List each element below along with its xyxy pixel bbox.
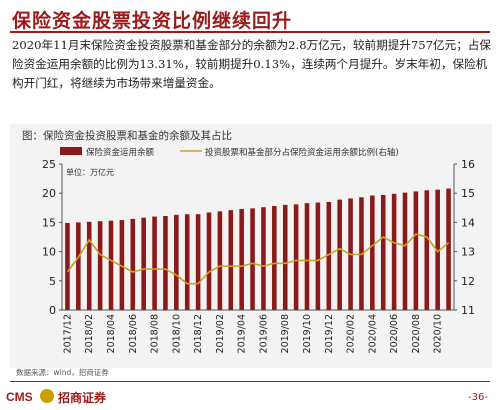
bar bbox=[413, 191, 419, 310]
bar bbox=[261, 207, 266, 310]
bar bbox=[272, 206, 277, 310]
bar bbox=[152, 216, 157, 310]
x-tick-label: 2018/06 bbox=[128, 314, 139, 353]
bar bbox=[282, 204, 288, 310]
bar bbox=[174, 214, 179, 310]
legend-bar-label: 保险资金运用余额 bbox=[86, 147, 155, 158]
y-left-tick-label: 20 bbox=[42, 187, 56, 200]
summary-paragraph: 2020年11月末保险资金投资股票和基金部分的余额为2.8万亿元，较前期提升75… bbox=[12, 38, 492, 90]
legend-bar-swatch bbox=[60, 147, 82, 155]
x-tick-label: 2017/12 bbox=[62, 314, 73, 353]
bar bbox=[108, 220, 114, 310]
bar bbox=[163, 215, 168, 310]
logo-emblem-icon bbox=[40, 389, 54, 403]
bar bbox=[446, 188, 451, 310]
x-tick-label: 2019/08 bbox=[280, 314, 291, 353]
x-tick-label: 2019/10 bbox=[302, 314, 313, 353]
bar bbox=[380, 194, 386, 310]
chart-legend: 保险资金运用余额 投资股票和基金部分占保险资金运用余额比例(右轴) bbox=[60, 147, 399, 158]
company-name: 招商证券 bbox=[58, 391, 107, 405]
ratio-line bbox=[66, 233, 450, 285]
x-tick-label: 2020/08 bbox=[411, 314, 422, 353]
bar bbox=[293, 204, 299, 310]
bar bbox=[86, 221, 92, 310]
legend-line-label: 投资股票和基金部分占保险资金运用余额比例(右轴) bbox=[205, 147, 399, 158]
bar bbox=[326, 201, 332, 310]
x-tick-label: 2019/02 bbox=[215, 314, 226, 353]
data-source: 数据来源：wind，招商证券 bbox=[16, 368, 109, 377]
y-right-tick-label: 15 bbox=[461, 187, 475, 200]
bar bbox=[304, 203, 310, 310]
x-tick-label: 2020/02 bbox=[346, 314, 357, 353]
y-left-tick-label: 15 bbox=[42, 216, 56, 229]
x-tick-label: 2019/06 bbox=[258, 314, 269, 353]
footer-divider bbox=[10, 381, 490, 382]
bar bbox=[130, 218, 136, 310]
y-right-tick-label: 12 bbox=[461, 275, 475, 288]
bar bbox=[370, 195, 375, 310]
chart-title: 图：保险资金投资股票和基金的余额及其占比 bbox=[22, 130, 232, 142]
bar bbox=[119, 220, 125, 310]
y-left-tick-label: 25 bbox=[42, 158, 56, 171]
bar bbox=[239, 208, 244, 310]
x-tick-label: 2019/04 bbox=[237, 314, 248, 353]
x-tick-label: 2020/04 bbox=[367, 314, 378, 353]
unit-note: 单位：万亿元 bbox=[66, 167, 114, 177]
bar bbox=[435, 189, 440, 310]
bar bbox=[228, 210, 234, 310]
x-tick-label: 2020/06 bbox=[389, 314, 400, 353]
x-tick-label: 2019/12 bbox=[324, 314, 335, 353]
x-tick-label: 2018/08 bbox=[150, 314, 161, 353]
title-divider bbox=[10, 31, 490, 33]
y-right-tick-label: 14 bbox=[461, 216, 475, 229]
x-tick-label: 2018/12 bbox=[193, 314, 204, 353]
bar bbox=[65, 222, 70, 310]
bar bbox=[184, 214, 190, 310]
y-left-tick-label: 0 bbox=[49, 304, 56, 317]
bar bbox=[424, 190, 430, 310]
y-right-tick-label: 11 bbox=[461, 304, 475, 317]
bar bbox=[217, 211, 223, 310]
bar bbox=[206, 212, 212, 310]
x-tick-label: 2020/10 bbox=[433, 314, 444, 353]
y-right-tick-label: 16 bbox=[461, 158, 475, 171]
y-right-tick-label: 13 bbox=[461, 246, 475, 259]
bar bbox=[141, 217, 146, 310]
page-number: -36- bbox=[468, 392, 488, 403]
bar bbox=[315, 202, 321, 310]
bar bbox=[250, 208, 255, 310]
bar bbox=[402, 192, 408, 310]
y-left-tick-label: 5 bbox=[49, 275, 56, 288]
bar bbox=[195, 214, 201, 310]
x-tick-label: 2018/10 bbox=[171, 314, 182, 353]
page-title: 保险资金股票投资比例继续回升 bbox=[12, 10, 293, 32]
x-tick-label: 2018/02 bbox=[84, 314, 95, 353]
bar bbox=[337, 199, 342, 310]
y-left-tick-label: 10 bbox=[42, 246, 56, 259]
bar bbox=[97, 221, 103, 310]
bar bbox=[391, 193, 397, 310]
x-tick-label: 2018/04 bbox=[106, 314, 117, 353]
bar bbox=[76, 222, 81, 310]
cms-logo: CMS bbox=[6, 390, 33, 404]
